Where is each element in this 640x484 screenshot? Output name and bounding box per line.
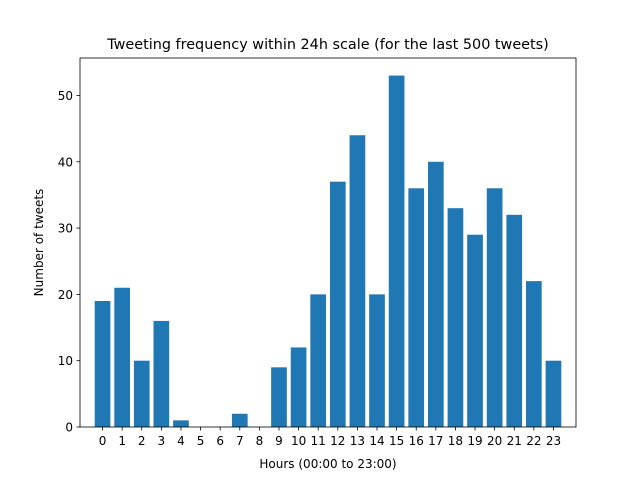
- y-tick-label: 30: [58, 222, 73, 236]
- x-tick-label: 2: [138, 434, 146, 448]
- bar-hour-7: [231, 413, 248, 427]
- chart-title: Tweeting frequency within 24h scale (for…: [106, 37, 549, 53]
- bar-hour-2: [133, 360, 150, 427]
- y-axis-ticks: 0 10 20 30 40 50: [58, 89, 80, 435]
- x-tick-label: 21: [507, 434, 522, 448]
- bar-hour-9: [271, 367, 287, 427]
- x-tick-label: 18: [448, 434, 463, 448]
- y-tick-label: 20: [58, 288, 73, 302]
- bar-hour-16: [408, 188, 425, 427]
- x-axis-ticks: 0 1 2 3 4 5 6 7 8 9 10 11 12 13 14 15 16 17 18 19 20 21 22 23: [99, 427, 561, 448]
- x-tick-label: 17: [428, 434, 443, 448]
- bar-hour-0: [94, 301, 111, 427]
- bar-hour-17: [427, 161, 444, 428]
- plot-frame: [79, 57, 577, 428]
- bar-hour-4: [173, 420, 189, 427]
- bar-hour-11: [310, 294, 327, 427]
- x-tick-label: 8: [256, 434, 264, 448]
- bar-hour-19: [467, 234, 483, 427]
- bars-group: [94, 75, 562, 428]
- y-tick-label: 40: [58, 155, 73, 169]
- x-tick-label: 20: [487, 434, 502, 448]
- x-tick-label: 15: [389, 434, 404, 448]
- x-tick-label: 0: [99, 434, 107, 448]
- x-tick-label: 10: [291, 434, 306, 448]
- x-tick-label: 14: [369, 434, 384, 448]
- x-tick-label: 13: [350, 434, 365, 448]
- x-tick-label: 5: [197, 434, 205, 448]
- x-axis-label: Hours (00:00 to 23:00): [259, 457, 396, 471]
- bar-hour-21: [506, 214, 523, 427]
- bar-hour-18: [447, 208, 464, 427]
- x-tick-label: 4: [177, 434, 185, 448]
- bar-hour-13: [349, 135, 366, 427]
- x-tick-label: 6: [216, 434, 224, 448]
- bar-hour-12: [329, 181, 346, 427]
- x-tick-label: 19: [467, 434, 482, 448]
- bar-hour-23: [545, 360, 562, 427]
- bar-hour-10: [290, 347, 307, 427]
- bar-hour-20: [486, 188, 503, 427]
- x-tick-label: 23: [546, 434, 561, 448]
- x-tick-label: 7: [236, 434, 244, 448]
- y-tick-label: 50: [58, 89, 73, 103]
- x-tick-label: 22: [526, 434, 541, 448]
- y-tick-label: 0: [65, 421, 73, 435]
- x-tick-label: 16: [409, 434, 424, 448]
- y-axis-label: Number of tweets: [32, 189, 46, 297]
- x-tick-label: 12: [330, 434, 345, 448]
- bar-hour-15: [388, 75, 405, 428]
- x-tick-label: 3: [158, 434, 166, 448]
- bar-hour-14: [369, 294, 385, 427]
- x-tick-label: 11: [311, 434, 326, 448]
- x-tick-label: 1: [118, 434, 126, 448]
- bar-hour-3: [153, 320, 170, 427]
- bar-hour-22: [526, 281, 542, 427]
- y-tick-label: 10: [58, 354, 73, 368]
- x-tick-label: 9: [275, 434, 283, 448]
- bar-hour-1: [114, 287, 130, 427]
